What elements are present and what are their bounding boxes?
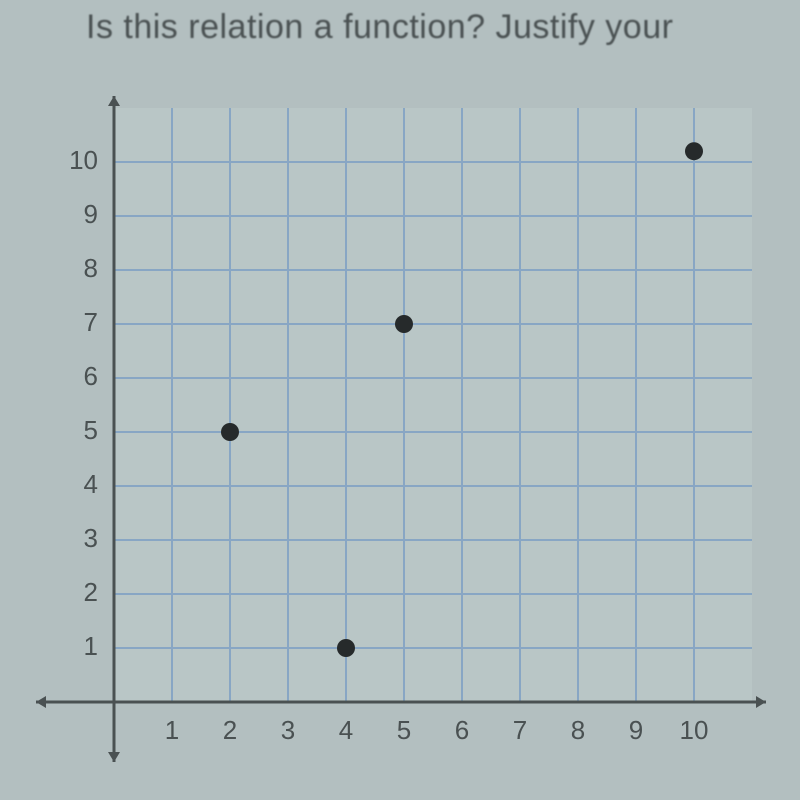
y-tick-label: 4 [84, 469, 98, 499]
x-tick-label: 10 [680, 715, 709, 745]
y-tick-label: 6 [84, 361, 98, 391]
data-point [395, 315, 413, 333]
data-point [685, 142, 703, 160]
x-tick-label: 9 [629, 715, 643, 745]
y-tick-label: 8 [84, 253, 98, 283]
y-tick-label: 2 [84, 577, 98, 607]
y-tick-label: 1 [84, 631, 98, 661]
y-tick-label: 5 [84, 415, 98, 445]
scatter-plot: 1 2 3 4 5 6 7 8 9 10 1 2 3 4 5 6 7 8 9 10 [26, 86, 774, 776]
x-tick-label: 3 [281, 715, 295, 745]
x-tick-label: 2 [223, 715, 237, 745]
data-point [337, 639, 355, 657]
x-tick-label: 8 [571, 715, 585, 745]
x-tick-label: 4 [339, 715, 353, 745]
plot-svg: 1 2 3 4 5 6 7 8 9 10 1 2 3 4 5 6 7 8 9 10 [26, 86, 774, 776]
y-tick-label: 3 [84, 523, 98, 553]
y-tick-label: 7 [84, 307, 98, 337]
x-tick-label: 1 [165, 715, 179, 745]
x-tick-label: 7 [513, 715, 527, 745]
y-tick-label: 9 [84, 199, 98, 229]
screenshot-root: Is this relation a function? Justify you… [0, 0, 800, 800]
x-tick-label: 6 [455, 715, 469, 745]
y-tick-label: 10 [69, 145, 98, 175]
x-tick-label: 5 [397, 715, 411, 745]
data-point [221, 423, 239, 441]
question-text: Is this relation a function? Justify you… [86, 8, 800, 47]
